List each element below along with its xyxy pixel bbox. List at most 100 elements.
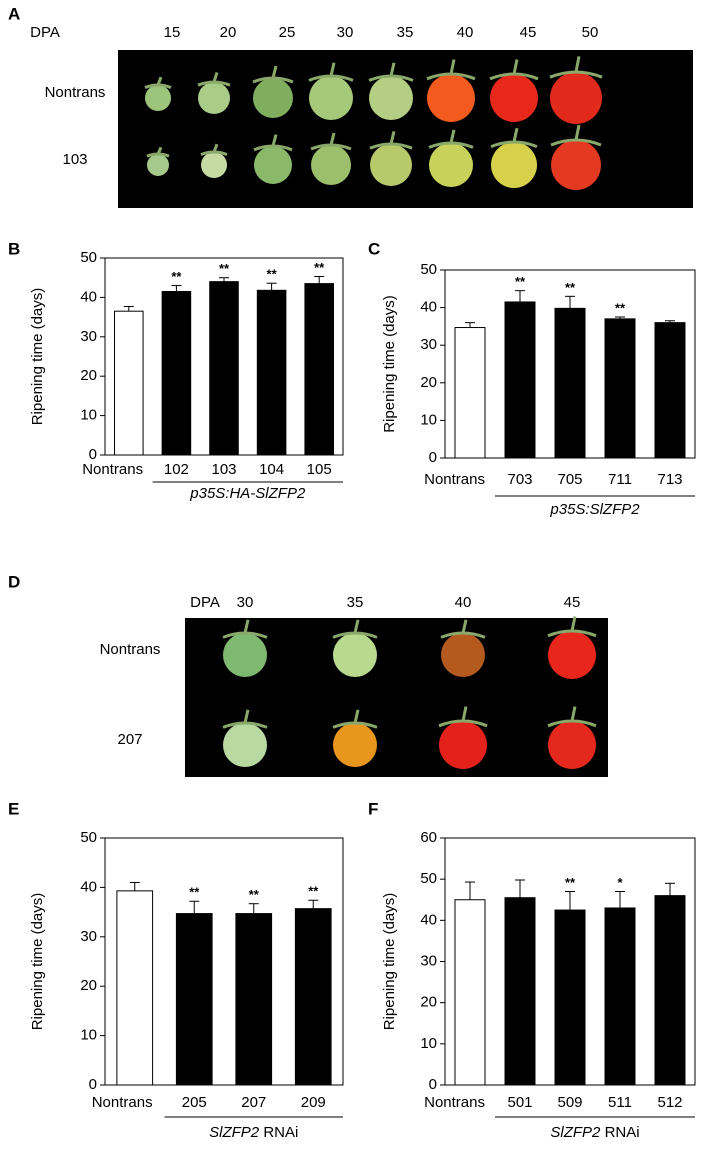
group-label-suffix: RNAi	[263, 1124, 298, 1141]
calyx	[253, 134, 293, 152]
calyx	[489, 59, 539, 81]
header-label: DPA	[190, 594, 220, 611]
calyx	[252, 65, 294, 84]
x-tick-label: Nontrans	[424, 1094, 485, 1111]
y-tick-label: 20	[420, 994, 437, 1011]
x-tick-label: Nontrans	[92, 1094, 153, 1111]
header-label: DPA	[30, 24, 60, 41]
calyx	[440, 619, 486, 639]
y-tick-label: 0	[89, 446, 97, 463]
y-tick-label: 0	[429, 449, 437, 466]
calyx	[197, 71, 231, 87]
bar	[504, 897, 536, 1086]
y-tick-label: 30	[420, 336, 437, 353]
calyx	[332, 619, 378, 639]
x-tick-label: 705	[557, 471, 582, 488]
calyx	[428, 129, 474, 149]
fruit	[429, 143, 473, 187]
fruit	[147, 154, 169, 176]
x-tick-label: Nontrans	[424, 471, 485, 488]
bar	[114, 310, 144, 456]
error-bar	[615, 891, 625, 908]
y-tick-label: 20	[80, 977, 97, 994]
error-bar	[465, 322, 475, 328]
y-tick-label: 30	[80, 928, 97, 945]
fruit	[201, 152, 227, 178]
error-bar	[248, 903, 259, 914]
error-bar	[515, 290, 525, 302]
significance: **	[267, 267, 278, 282]
panel-label: F	[368, 799, 378, 818]
error-bar	[123, 305, 134, 312]
significance: **	[615, 300, 626, 315]
fruit	[198, 82, 230, 114]
fruit	[333, 633, 377, 677]
significance: **	[565, 875, 576, 890]
bar	[554, 307, 586, 459]
x-tick-label: 103	[211, 461, 236, 478]
panel-label: D	[8, 572, 20, 591]
panel-label: B	[8, 239, 20, 258]
calyx	[310, 132, 352, 151]
column-label: 40	[457, 24, 474, 41]
bar	[294, 908, 332, 1086]
calyx	[368, 62, 414, 82]
significance: **	[249, 887, 260, 902]
calyx	[146, 146, 170, 158]
significance: **	[565, 280, 576, 295]
fruit	[223, 723, 267, 767]
x-tick-label: 512	[657, 1094, 682, 1111]
plot-frame	[104, 837, 344, 1086]
fruit	[491, 142, 537, 188]
y-tick-label: 0	[89, 1076, 97, 1093]
error-bar	[465, 881, 475, 900]
significance: **	[515, 274, 526, 289]
y-tick-label: 30	[420, 952, 437, 969]
column-label: 20	[220, 24, 237, 41]
fruit	[490, 74, 538, 122]
column-label: 45	[564, 594, 581, 611]
x-tick-label: 209	[301, 1094, 326, 1111]
error-bar	[665, 882, 675, 896]
significance: **	[171, 269, 182, 284]
y-tick-label: 50	[420, 261, 437, 278]
calyx	[332, 709, 378, 729]
y-tick-label: 50	[80, 249, 97, 266]
error-bar	[565, 295, 575, 309]
column-label: 30	[337, 24, 354, 41]
calyx	[438, 706, 488, 728]
group-label: p35S:SlZFP2	[549, 501, 640, 518]
significance: **	[308, 884, 319, 899]
bar	[116, 890, 154, 1086]
y-tick-label: 40	[80, 878, 97, 895]
fruit	[369, 76, 413, 120]
fruit	[333, 723, 377, 767]
bar	[256, 289, 287, 456]
fruit	[551, 140, 601, 190]
group-label-name: SlZFP2	[550, 1124, 601, 1141]
bar	[209, 281, 239, 456]
row-label: 103	[62, 151, 87, 168]
bar	[504, 301, 536, 459]
bar	[604, 318, 636, 459]
calyx	[222, 619, 268, 639]
y-tick-label: 10	[80, 1027, 97, 1044]
significance: **	[314, 260, 325, 275]
error-bar	[266, 282, 277, 291]
group-label: p35S:HA-SlZFP2	[189, 485, 306, 502]
bar	[604, 907, 636, 1086]
bar	[654, 895, 686, 1086]
row-label: Nontrans	[45, 84, 106, 101]
group-label: SlZFP2 RNAi	[209, 1124, 298, 1141]
y-tick-label: 40	[80, 288, 97, 305]
x-tick-label: 509	[557, 1094, 582, 1111]
column-label: 45	[520, 24, 537, 41]
row-label: Nontrans	[100, 641, 161, 658]
significance: **	[219, 261, 230, 276]
fruit	[550, 72, 602, 124]
error-bar	[565, 891, 575, 911]
group-label-name: p35S:SlZFP2	[549, 501, 640, 518]
y-axis-label: Ripening time (days)	[381, 295, 398, 433]
fruit	[223, 633, 267, 677]
